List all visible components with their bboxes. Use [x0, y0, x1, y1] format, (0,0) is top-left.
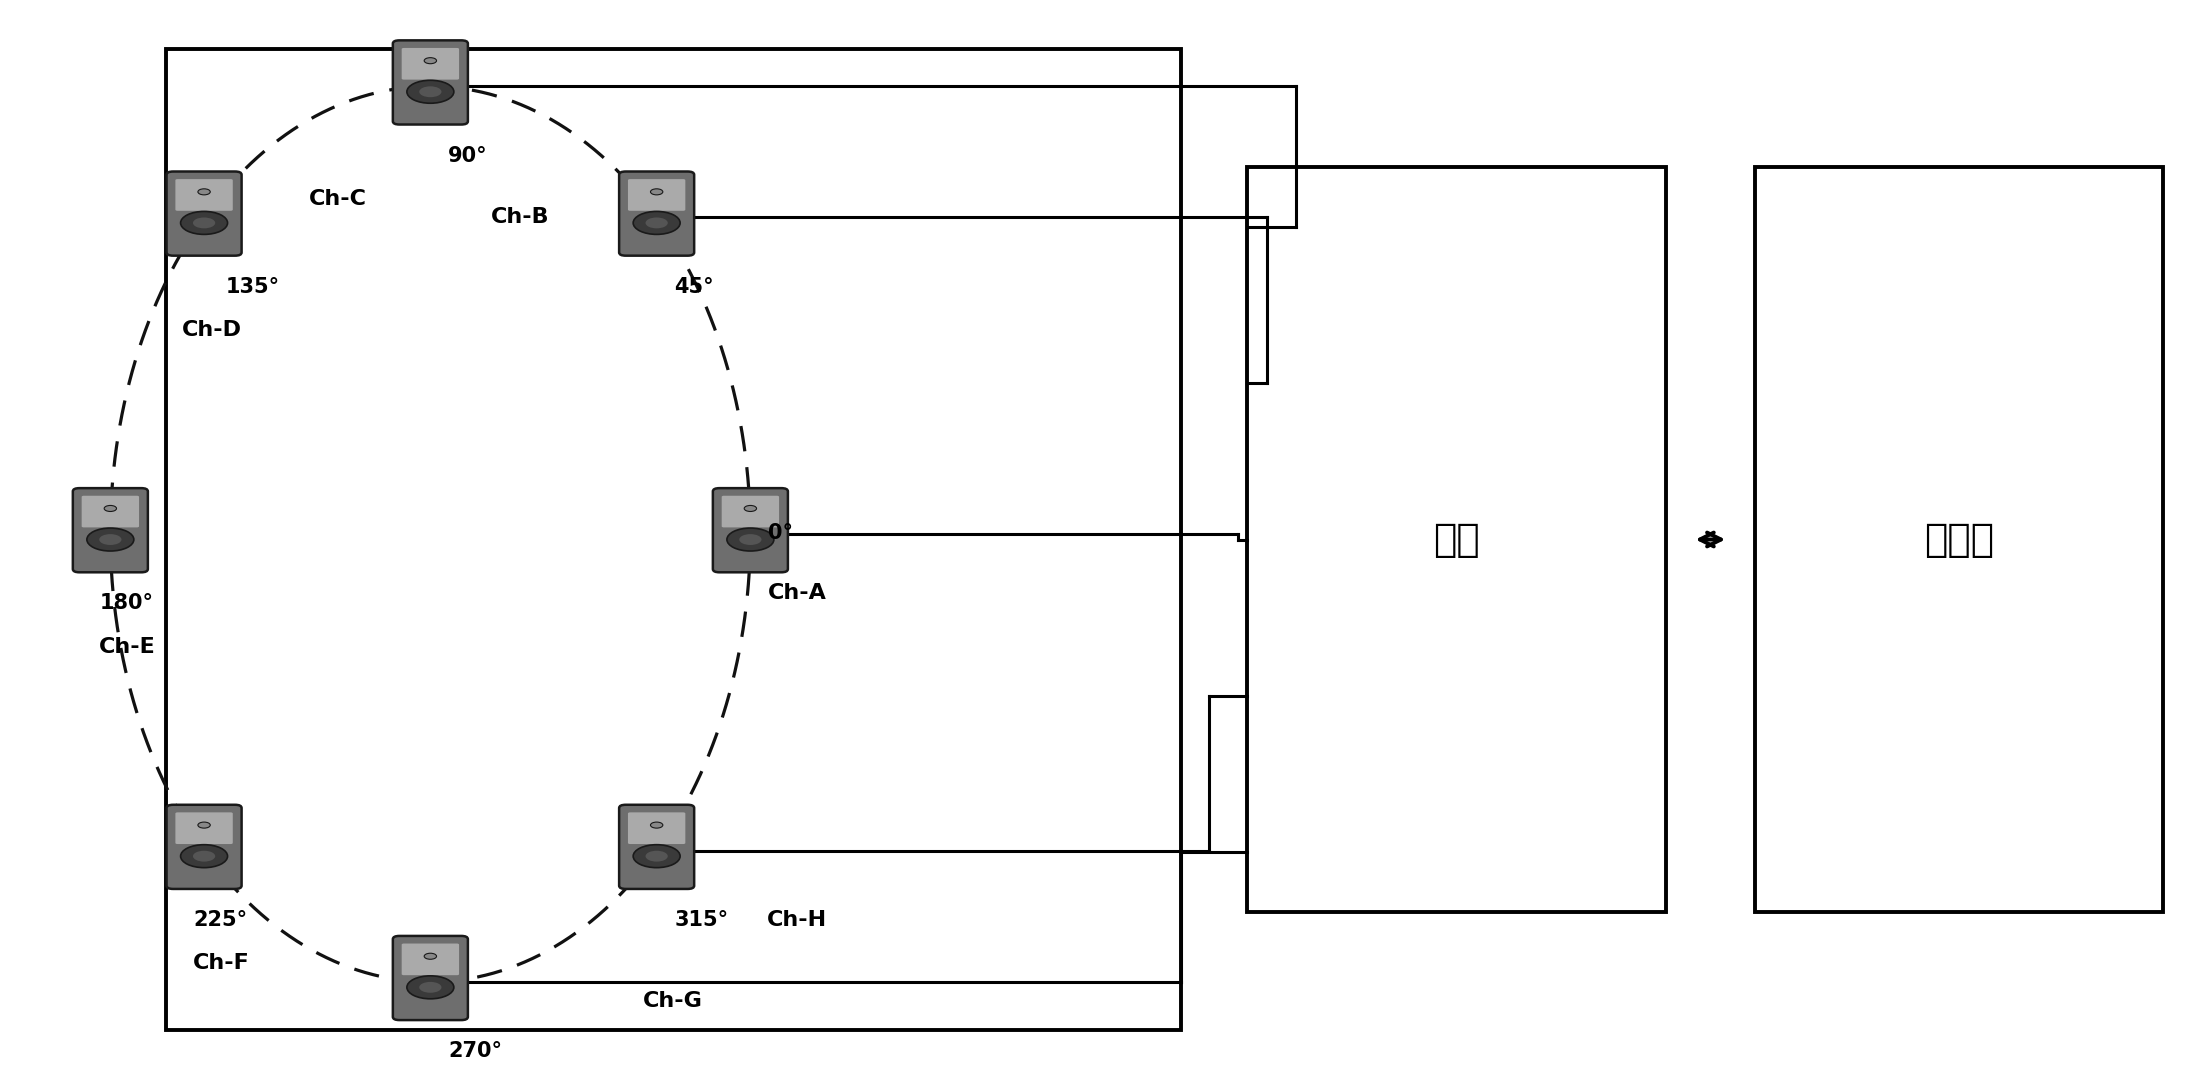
- Circle shape: [199, 189, 210, 195]
- Text: 0°: 0°: [768, 523, 792, 544]
- FancyBboxPatch shape: [620, 805, 695, 889]
- FancyBboxPatch shape: [393, 40, 468, 124]
- Circle shape: [192, 850, 216, 862]
- Circle shape: [99, 534, 121, 545]
- FancyBboxPatch shape: [713, 488, 788, 572]
- Circle shape: [424, 953, 437, 959]
- FancyBboxPatch shape: [166, 805, 241, 889]
- Circle shape: [651, 822, 662, 828]
- Bar: [166, 49, 1181, 1030]
- Circle shape: [419, 86, 441, 97]
- Circle shape: [406, 975, 455, 999]
- Text: Ch-F: Ch-F: [192, 953, 249, 973]
- Circle shape: [633, 845, 680, 868]
- Text: 180°: 180°: [99, 593, 152, 614]
- Circle shape: [739, 534, 761, 545]
- Circle shape: [199, 822, 210, 828]
- Text: Ch-A: Ch-A: [768, 583, 828, 603]
- Text: Ch-D: Ch-D: [181, 320, 243, 340]
- Text: Ch-H: Ch-H: [768, 910, 828, 930]
- FancyBboxPatch shape: [402, 47, 459, 80]
- FancyBboxPatch shape: [174, 812, 232, 844]
- Circle shape: [651, 189, 662, 195]
- Circle shape: [406, 80, 455, 104]
- Circle shape: [104, 505, 117, 511]
- Text: 计算机: 计算机: [1925, 520, 1993, 559]
- FancyBboxPatch shape: [629, 812, 686, 844]
- FancyBboxPatch shape: [82, 495, 139, 528]
- Circle shape: [192, 218, 216, 229]
- Text: 135°: 135°: [225, 277, 280, 297]
- Circle shape: [744, 505, 757, 511]
- Text: Ch-G: Ch-G: [642, 991, 704, 1011]
- Circle shape: [633, 211, 680, 234]
- Bar: [1247, 167, 1666, 912]
- Text: Ch-E: Ch-E: [99, 637, 157, 657]
- Text: 315°: 315°: [675, 910, 728, 930]
- Text: 270°: 270°: [448, 1041, 501, 1062]
- Circle shape: [424, 57, 437, 64]
- FancyBboxPatch shape: [166, 172, 241, 256]
- Bar: [1755, 167, 2163, 912]
- Circle shape: [181, 845, 227, 868]
- FancyBboxPatch shape: [722, 495, 779, 528]
- Text: 90°: 90°: [448, 146, 488, 166]
- Text: Ch-C: Ch-C: [309, 189, 366, 209]
- FancyBboxPatch shape: [620, 172, 695, 256]
- Circle shape: [726, 528, 775, 551]
- Text: 225°: 225°: [192, 910, 247, 930]
- Circle shape: [644, 850, 669, 862]
- Text: 前端: 前端: [1432, 520, 1481, 559]
- FancyBboxPatch shape: [73, 488, 148, 572]
- FancyBboxPatch shape: [393, 935, 468, 1020]
- Circle shape: [181, 211, 227, 234]
- Text: 45°: 45°: [675, 277, 713, 297]
- Circle shape: [419, 982, 441, 993]
- Circle shape: [86, 528, 135, 551]
- FancyBboxPatch shape: [629, 179, 686, 210]
- Text: Ch-B: Ch-B: [492, 207, 550, 227]
- Circle shape: [644, 218, 669, 229]
- FancyBboxPatch shape: [402, 943, 459, 975]
- FancyBboxPatch shape: [174, 179, 232, 210]
